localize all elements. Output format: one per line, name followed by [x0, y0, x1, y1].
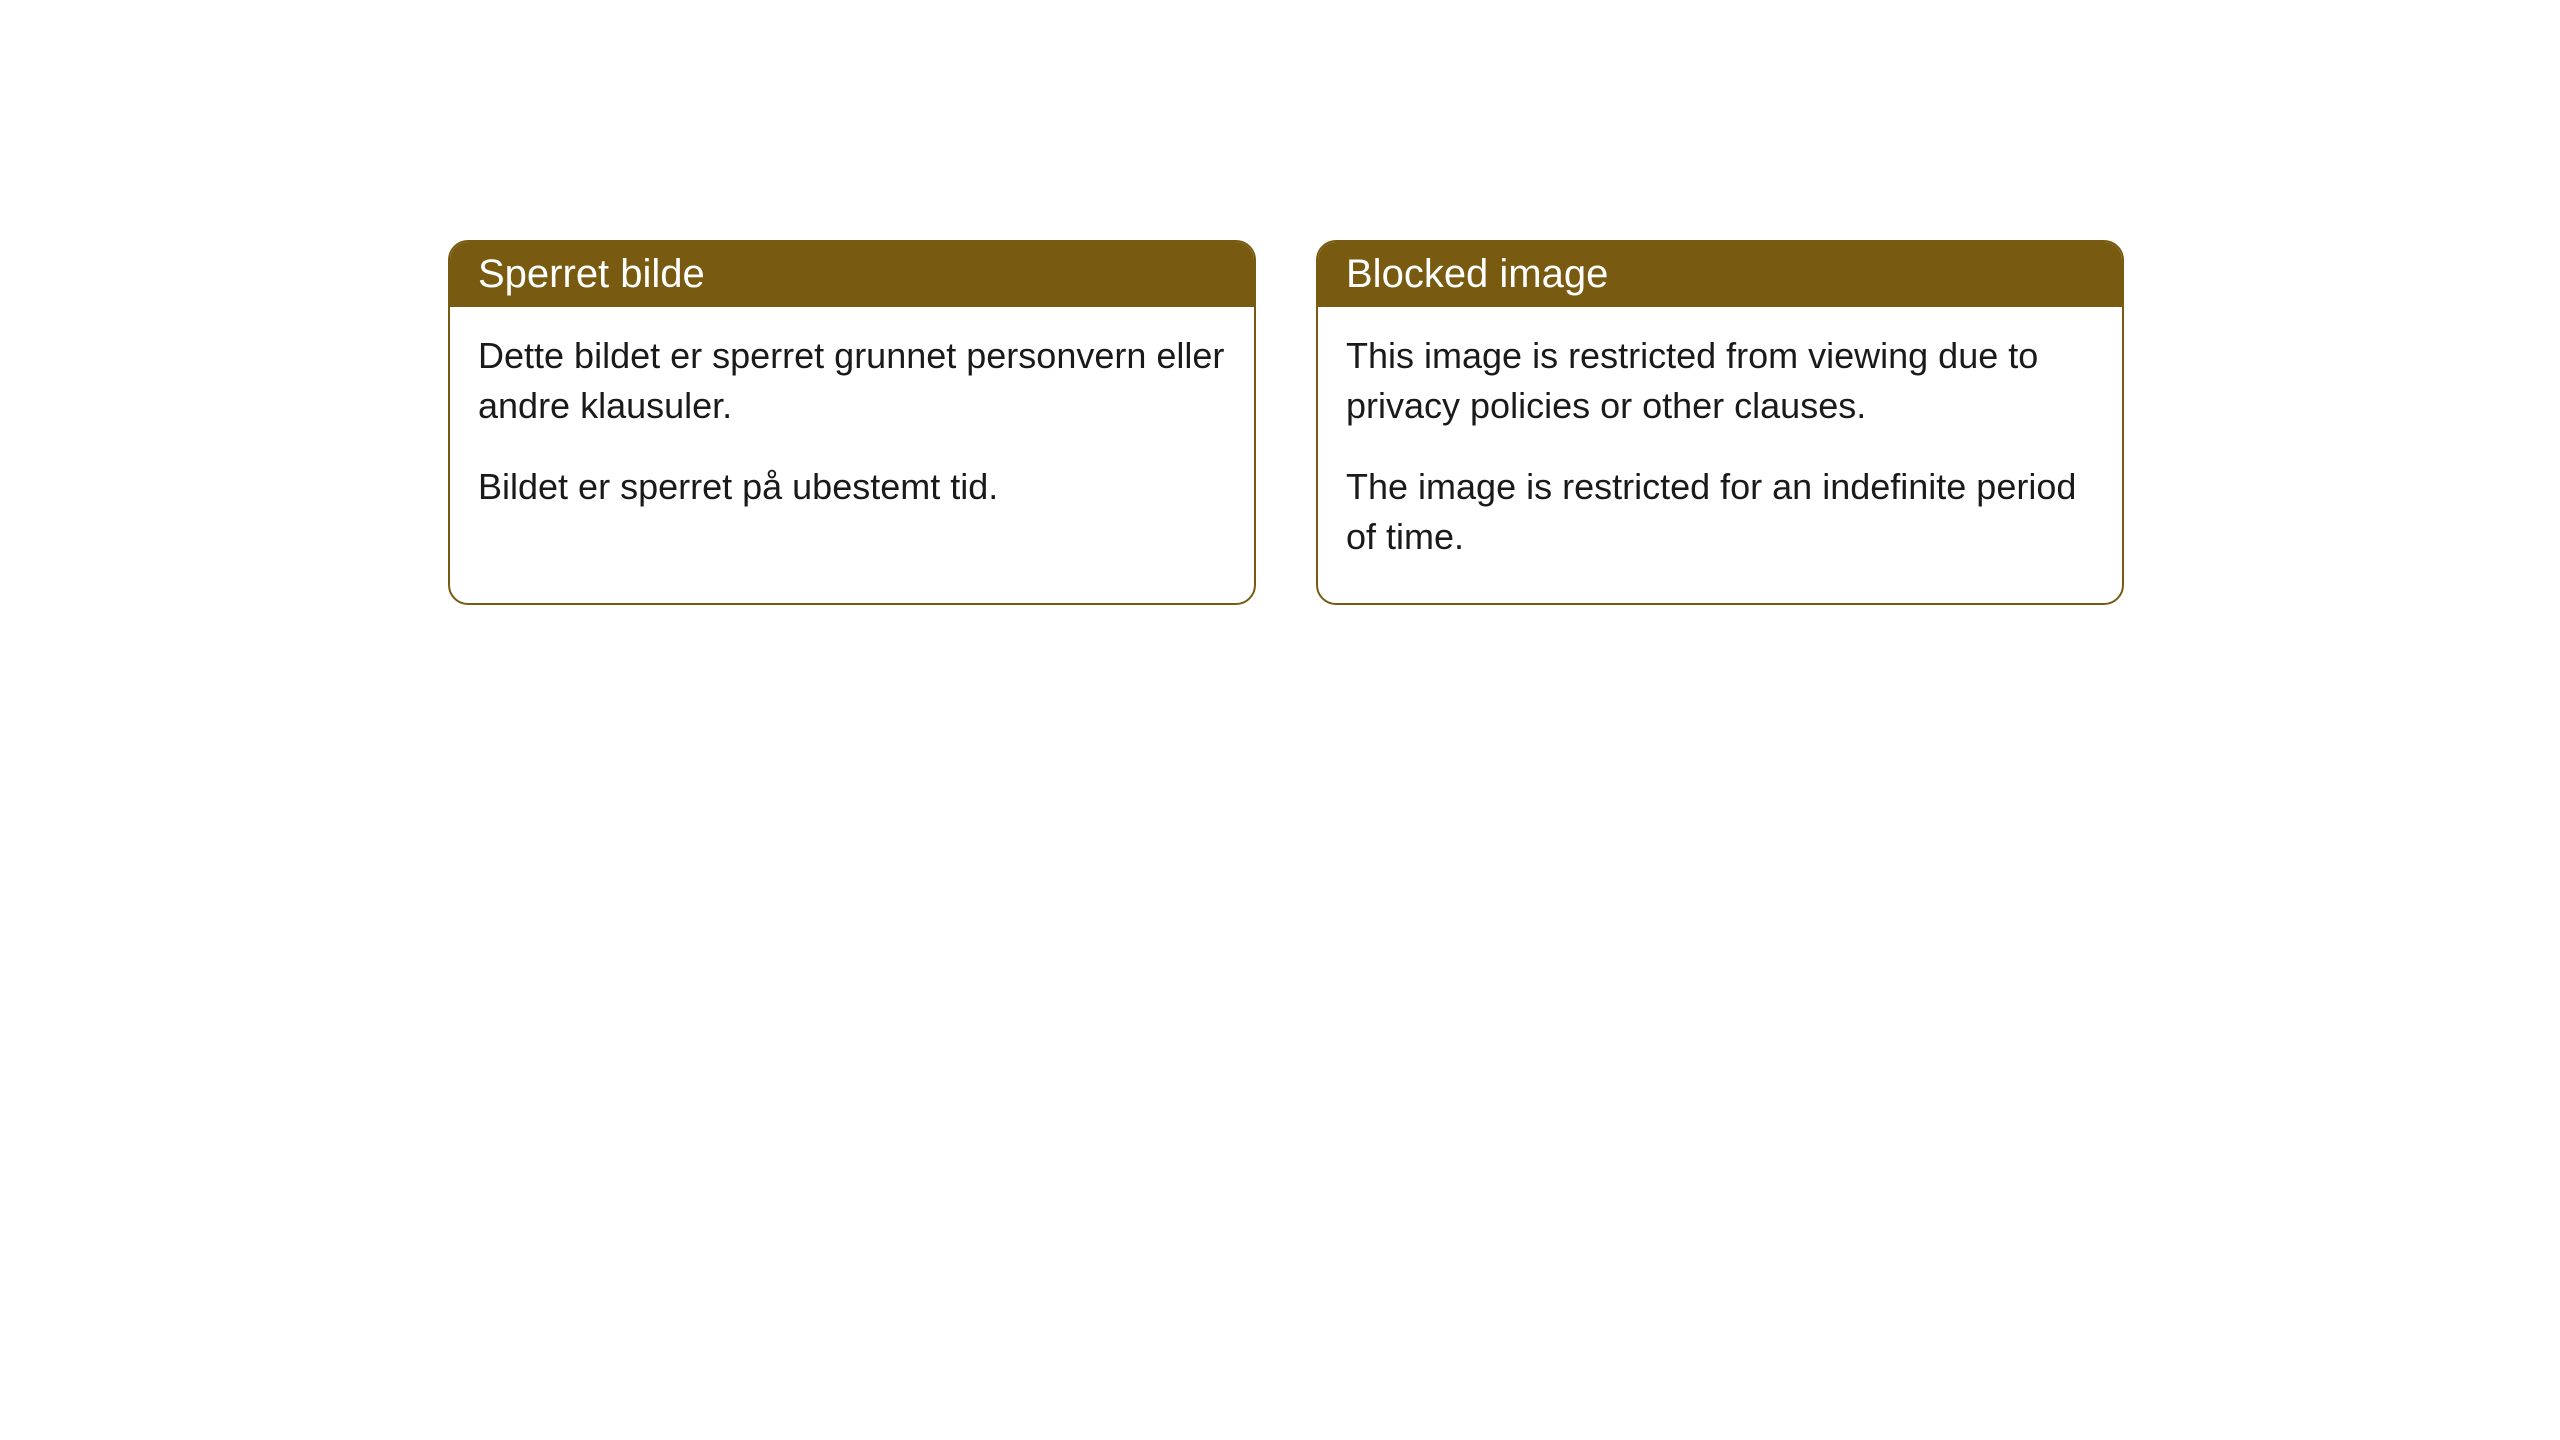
- card-body: This image is restricted from viewing du…: [1318, 307, 2122, 603]
- card-header: Sperret bilde: [450, 242, 1254, 307]
- blocked-image-card-english: Blocked image This image is restricted f…: [1316, 240, 2124, 605]
- card-paragraph: Bildet er sperret på ubestemt tid.: [478, 462, 1226, 512]
- card-body: Dette bildet er sperret grunnet personve…: [450, 307, 1254, 552]
- card-paragraph: The image is restricted for an indefinit…: [1346, 462, 2094, 563]
- blocked-image-card-norwegian: Sperret bilde Dette bildet er sperret gr…: [448, 240, 1256, 605]
- card-header: Blocked image: [1318, 242, 2122, 307]
- card-paragraph: Dette bildet er sperret grunnet personve…: [478, 331, 1226, 432]
- notice-cards-container: Sperret bilde Dette bildet er sperret gr…: [448, 240, 2560, 605]
- card-paragraph: This image is restricted from viewing du…: [1346, 331, 2094, 432]
